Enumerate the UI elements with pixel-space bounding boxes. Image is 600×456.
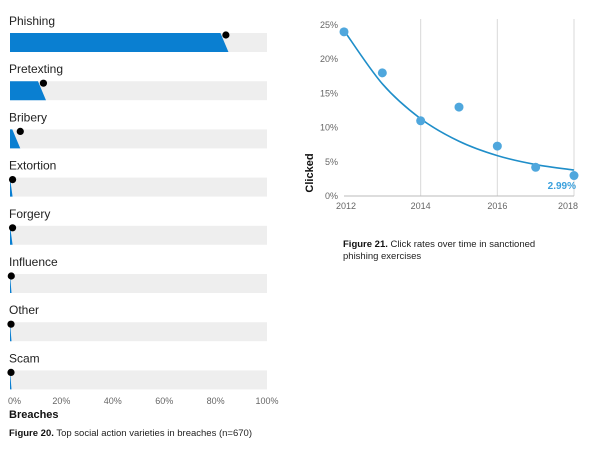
line-y-tick-label: 25% [320, 20, 338, 30]
bar-x-tick-label: 80% [207, 396, 225, 406]
bar-track [10, 274, 267, 293]
line-caption-line2: phishing exercises [343, 251, 421, 262]
line-caption-text: Click rates over time in sanctioned [388, 239, 535, 250]
bar-category-label: Influence [9, 255, 58, 269]
bar-caption-bold: Figure 20. [9, 428, 54, 439]
bar-track [10, 177, 267, 197]
bar-dot [7, 320, 15, 328]
bar-x-tick-label: 20% [52, 396, 70, 406]
bar-caption-text: Top social action varieties in breaches … [54, 428, 252, 439]
line-y-tick-label: 5% [325, 157, 338, 167]
data-point [339, 27, 349, 37]
data-point [454, 102, 464, 112]
line-x-tick-label: 2016 [487, 201, 507, 211]
bar-category-label: Bribery [9, 110, 47, 124]
bar-track [10, 370, 267, 390]
line-x-tick-label: 2018 [558, 201, 578, 211]
bar-category-label: Other [9, 303, 39, 317]
bar-category-label: Phishing [9, 14, 55, 28]
line-y-tick-label: 20% [320, 54, 338, 64]
bar-track [10, 81, 267, 101]
bar-category-label: Extortion [9, 159, 56, 173]
bar-caption: Figure 20. Top social action varieties i… [9, 428, 252, 439]
bar-fill [10, 129, 21, 149]
bar-dot [7, 272, 15, 280]
line-chart: 0% 5% 10% 15% 20% 25% 2012 2014 2016 2018 Clicke… [304, 19, 579, 262]
bar-chart: Phishing Pretexting Bribery Extortion Forger… [7, 14, 279, 439]
bar-track [10, 129, 267, 149]
line-y-tick-label: 0% [325, 191, 338, 201]
data-point [531, 162, 541, 172]
data-point [377, 68, 387, 78]
bar-x-tick-label: 40% [104, 396, 122, 406]
bar-fill [10, 81, 46, 101]
bar-dot [222, 31, 230, 39]
bar-dot [8, 176, 17, 184]
line-y-axis-label: Clicked [304, 153, 316, 192]
bar-category-label: Pretexting [9, 62, 63, 76]
bar-x-axis-label: Breaches [9, 409, 59, 421]
last-value-annotation: 2.99% [548, 181, 576, 192]
data-point [416, 116, 426, 126]
bar-track [10, 225, 267, 245]
bar-x-tick-label: 100% [255, 396, 278, 406]
line-x-tick-label: 2014 [411, 201, 431, 211]
bar-dot [8, 224, 17, 232]
bar-dot [16, 127, 24, 135]
bar-x-tick-label: 60% [155, 396, 173, 406]
bar-dot [7, 368, 15, 376]
bar-x-tick-label: 0% [8, 396, 21, 406]
bar-category-label: Forgery [9, 207, 50, 221]
bar-category-label: Scam [9, 351, 40, 365]
line-caption-bold: Figure 21. [343, 239, 388, 250]
data-point [492, 141, 502, 151]
line-y-tick-label: 10% [320, 123, 338, 133]
trend-line [343, 30, 575, 171]
line-y-tick-label: 15% [320, 88, 338, 98]
bar-fill [10, 33, 229, 52]
bar-track [10, 322, 267, 342]
line-x-tick-label: 2012 [336, 201, 356, 211]
line-caption: Figure 21. Click rates over time in sanc… [343, 239, 535, 250]
bar-dot [39, 79, 48, 87]
data-point [569, 171, 579, 181]
